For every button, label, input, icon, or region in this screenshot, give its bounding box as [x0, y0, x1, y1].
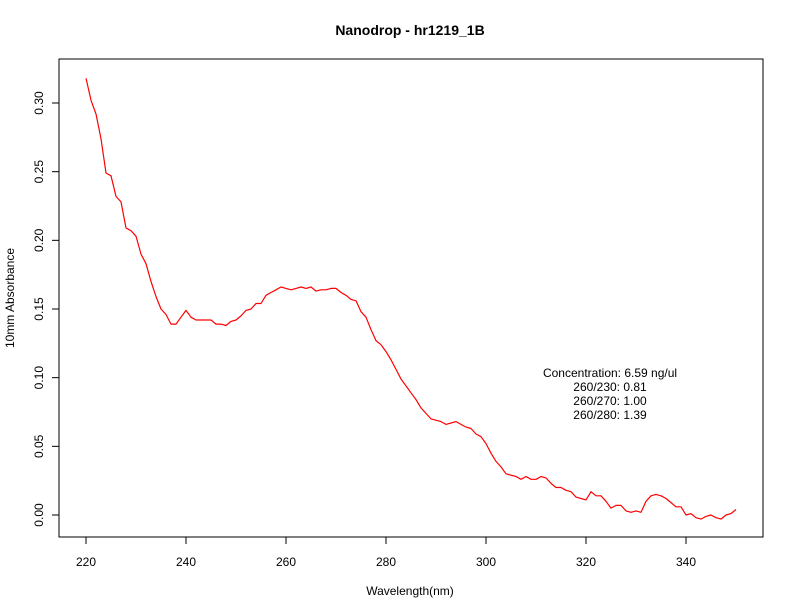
annotation-ratio-260-280: 260/280: 1.39 [573, 408, 647, 422]
chart-title: Nanodrop - hr1219_1B [335, 22, 484, 38]
y-axis: 0.00 0.05 0.10 0.15 0.20 0.25 0.30 [32, 91, 59, 527]
x-tick-label: 300 [476, 555, 496, 569]
y-tick-label: 0.10 [32, 366, 46, 390]
y-tick-label: 0.15 [32, 297, 46, 321]
plot-frame [58, 58, 764, 538]
y-axis-title: 10mm Absorbance [3, 248, 17, 348]
x-tick-label: 320 [576, 555, 596, 569]
y-tick-label: 0.25 [32, 160, 46, 184]
y-tick-label: 0.05 [32, 434, 46, 458]
y-tick-label: 0.20 [32, 228, 46, 252]
x-tick-label: 220 [76, 555, 96, 569]
absorbance-series-line [85, 78, 737, 520]
series-group [85, 78, 737, 520]
annotation-concentration: Concentration: 6.59 ng/ul [543, 366, 677, 380]
y-tick-label: 0.30 [32, 91, 46, 115]
x-tick-label: 340 [676, 555, 696, 569]
y-tick-label: 0.00 [32, 503, 46, 527]
x-tick-label: 260 [276, 555, 296, 569]
x-tick-label: 280 [376, 555, 396, 569]
annotation-group: Concentration: 6.59 ng/ul 260/230: 0.81 … [543, 366, 677, 422]
x-axis: 220 240 260 280 300 320 340 [76, 537, 696, 569]
x-axis-title: Wavelength(nm) [366, 584, 454, 598]
annotation-ratio-260-230: 260/230: 0.81 [573, 380, 647, 394]
annotation-ratio-260-270: 260/270: 1.00 [573, 394, 647, 408]
x-tick-label: 240 [176, 555, 196, 569]
